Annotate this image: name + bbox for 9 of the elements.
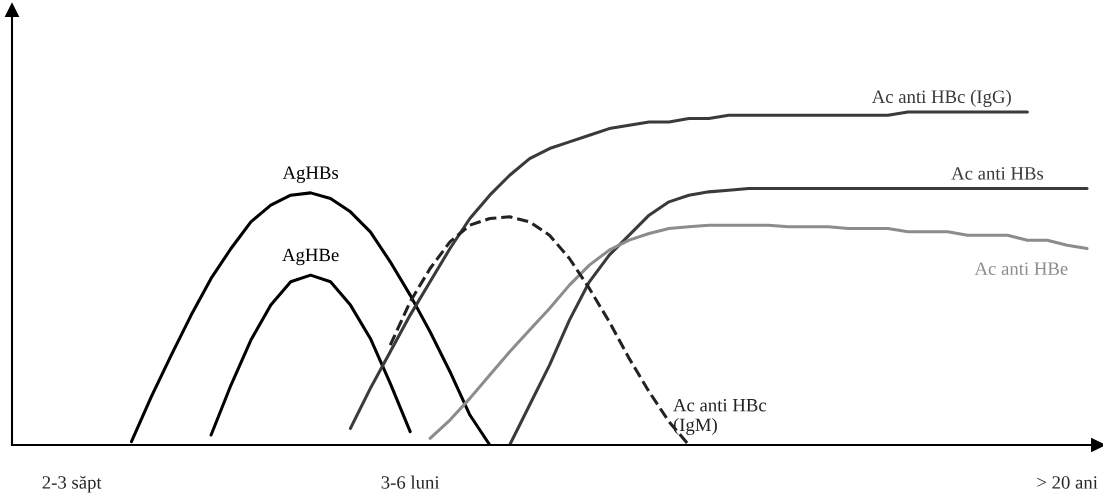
series-label: AgHBe [282, 248, 339, 266]
series-label: Ac anti HBc (IgM) [673, 398, 767, 436]
x-tick-label: 3-6 luni [381, 475, 440, 489]
x-tick-label: > 20 ani [1037, 476, 1098, 489]
series-label: Ac anti HBe [974, 262, 1068, 275]
series-label: Ac anti HBs [951, 167, 1044, 180]
x-tick-label: 2-3 săpt [42, 475, 102, 493]
series-label: Ac anti HBc (IgG) [871, 89, 1011, 107]
series-label: AgHBs [282, 166, 339, 183]
